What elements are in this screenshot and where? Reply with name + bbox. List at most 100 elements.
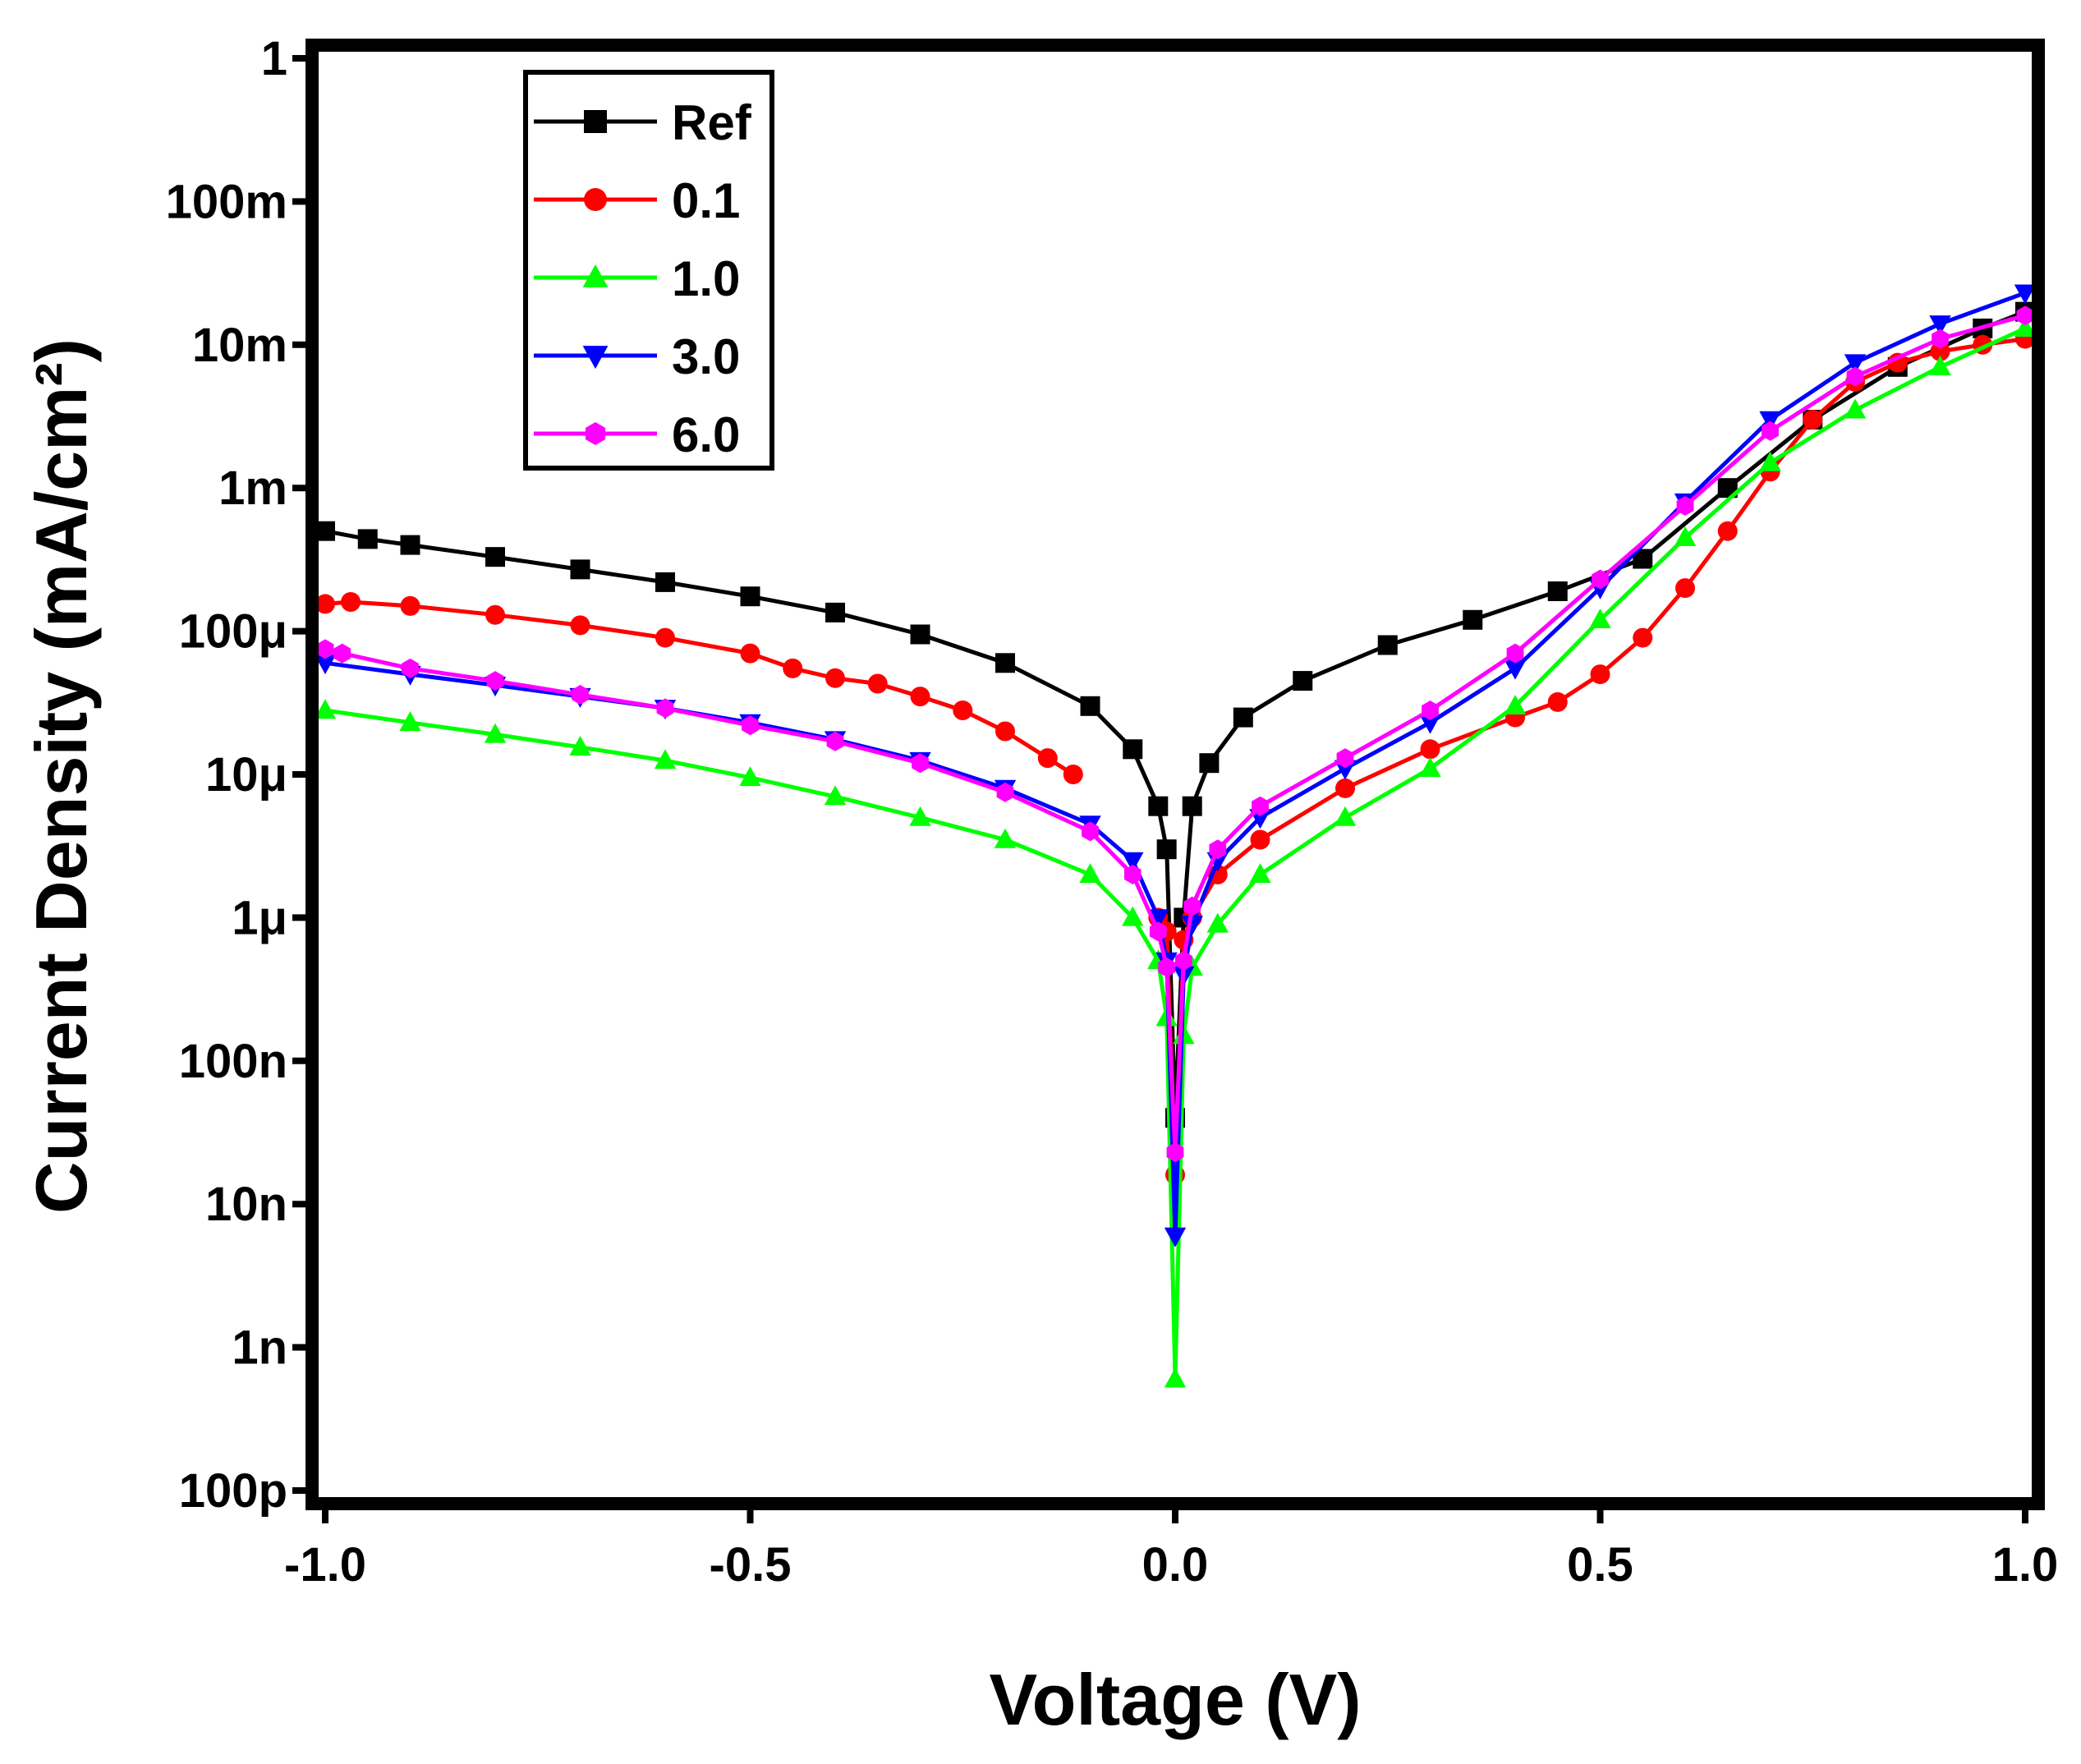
data-point xyxy=(656,698,674,719)
data-point xyxy=(825,602,845,622)
y-tick-label: 1m xyxy=(218,462,287,515)
legend-marker xyxy=(585,422,606,445)
data-point xyxy=(315,594,335,614)
data-point xyxy=(357,529,378,549)
data-point xyxy=(1158,957,1175,977)
data-point xyxy=(995,653,1015,673)
data-point xyxy=(1420,739,1440,760)
data-point xyxy=(1175,950,1192,971)
data-point xyxy=(1929,356,1951,376)
data-point xyxy=(953,701,973,721)
data-point xyxy=(1164,1367,1187,1388)
data-point xyxy=(1547,581,1568,601)
data-point xyxy=(1590,664,1610,685)
plot-frame xyxy=(305,39,2045,1510)
data-point xyxy=(742,715,759,736)
data-point xyxy=(1762,420,1779,441)
data-point xyxy=(2016,305,2034,326)
y-tick-label: 100μ xyxy=(179,605,287,659)
data-point xyxy=(1633,627,1653,648)
data-point xyxy=(1206,912,1229,933)
data-point xyxy=(1199,753,1220,774)
data-point xyxy=(1506,643,1524,664)
ticks-layer: -1.0 -0.5 0.0 0.5 1.0 100p 1n 10n 100n 1μ 10μ 100μ 1… xyxy=(166,32,2059,1592)
data-point xyxy=(570,615,590,636)
data-point xyxy=(2014,317,2037,338)
data-point xyxy=(1675,578,1695,599)
legend-marker xyxy=(582,264,609,287)
data-point xyxy=(1336,748,1354,769)
data-point xyxy=(1547,691,1568,712)
series-line xyxy=(1156,337,2026,1178)
data-point xyxy=(1463,609,1483,630)
data-point xyxy=(912,753,929,774)
data-point xyxy=(1844,354,1867,374)
legend-item: 0.1 xyxy=(534,173,740,228)
data-point xyxy=(909,806,931,826)
data-point xyxy=(1164,1227,1187,1247)
data-point xyxy=(1377,635,1398,655)
y-tick-label: 10m xyxy=(192,319,287,372)
data-point xyxy=(1334,806,1357,826)
legend-box xyxy=(523,70,774,471)
data-point xyxy=(783,658,803,678)
legend-item: 6.0 xyxy=(534,407,740,462)
data-point xyxy=(333,643,351,664)
data-point xyxy=(1252,796,1269,816)
data-point xyxy=(1846,366,1864,387)
data-point xyxy=(910,687,930,707)
data-point xyxy=(1930,341,1950,361)
data-point xyxy=(655,627,675,648)
data-point xyxy=(1063,765,1083,784)
data-point xyxy=(867,673,888,694)
data-point xyxy=(1589,608,1611,628)
y-tick-label: 1μ xyxy=(232,891,287,944)
data-point xyxy=(1209,839,1227,860)
legend-label: 1.0 xyxy=(672,251,740,306)
data-point xyxy=(1717,521,1738,541)
data-point xyxy=(1079,863,1101,884)
data-point xyxy=(1166,1142,1184,1163)
y-axis-title: Current Density (mA/cm²) xyxy=(21,338,102,1214)
x-tick-label: 0.5 xyxy=(1567,1538,1633,1592)
data-point xyxy=(486,671,504,691)
y-tick-label: 100p xyxy=(179,1464,287,1518)
y-tick-label: 1 xyxy=(261,32,287,85)
series-3 xyxy=(314,317,2037,1388)
legend-marker xyxy=(584,110,607,133)
data-point xyxy=(1250,829,1270,850)
y-tick-label: 1n xyxy=(232,1321,287,1375)
data-point xyxy=(314,699,337,719)
series-1 xyxy=(315,592,1083,784)
data-point xyxy=(1233,707,1253,728)
data-point xyxy=(1419,756,1441,777)
x-tick-label: 1.0 xyxy=(1992,1538,2059,1592)
series-line xyxy=(324,599,1075,777)
data-point xyxy=(1080,696,1100,716)
data-point xyxy=(400,595,420,616)
series-2 xyxy=(1148,328,2035,1185)
data-point xyxy=(1182,796,1202,816)
data-point xyxy=(2014,284,2037,305)
x-tick-label: -1.0 xyxy=(284,1538,366,1592)
data-point xyxy=(1674,526,1697,546)
data-point xyxy=(485,604,505,625)
series-5 xyxy=(316,305,2034,1163)
data-point xyxy=(569,736,591,756)
legend-label: Ref xyxy=(672,95,752,150)
data-point xyxy=(1183,896,1201,916)
data-point xyxy=(740,586,760,607)
data-point xyxy=(316,639,334,659)
data-point xyxy=(1249,863,1271,884)
y-tick-label: 100m xyxy=(166,175,287,228)
data-point xyxy=(1929,315,1951,336)
data-point xyxy=(826,731,844,751)
data-point xyxy=(1293,671,1313,691)
data-point xyxy=(399,711,421,732)
data-point xyxy=(740,643,760,664)
data-point xyxy=(1037,748,1058,769)
x-axis-title: Voltage (V) xyxy=(989,1659,1361,1740)
legend-item: 3.0 xyxy=(534,329,740,384)
data-point xyxy=(1759,451,1781,471)
